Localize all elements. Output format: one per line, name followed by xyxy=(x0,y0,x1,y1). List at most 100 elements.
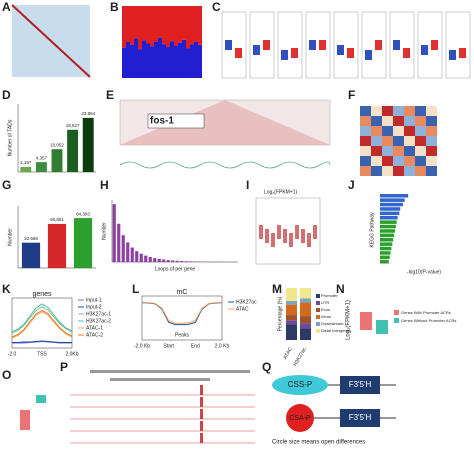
bar-top xyxy=(198,6,202,45)
bar xyxy=(154,42,158,78)
box xyxy=(337,45,344,55)
y-label: KEGG Pathway xyxy=(369,212,375,248)
box xyxy=(281,50,288,60)
value-label: 32,668 xyxy=(24,236,38,241)
box xyxy=(347,48,354,58)
bar-segment xyxy=(300,302,311,317)
bar-top xyxy=(130,6,134,45)
box xyxy=(421,45,428,55)
cell xyxy=(371,116,382,126)
node-label: CSS-P xyxy=(288,380,312,389)
plot-frame xyxy=(141,295,223,341)
bar xyxy=(162,44,166,78)
bar xyxy=(380,242,393,246)
bar xyxy=(380,224,396,229)
bar-top xyxy=(190,6,194,45)
bar xyxy=(130,247,134,262)
bar xyxy=(380,211,400,216)
x-tick-label: -2.0 xyxy=(8,351,17,357)
value-label: 23,864 xyxy=(81,111,95,116)
cell xyxy=(415,126,426,136)
legend-swatch xyxy=(394,310,399,315)
cell xyxy=(382,126,393,136)
panel-letter: I xyxy=(246,178,249,192)
panel-title: genes xyxy=(32,291,52,298)
bar-segment xyxy=(286,304,297,316)
legend-label: H3K27ac-1 xyxy=(86,311,111,317)
box xyxy=(20,410,30,430)
cell xyxy=(404,136,415,146)
legend-label: Input-1 xyxy=(86,297,102,303)
panel-letter: J xyxy=(348,178,355,192)
box xyxy=(365,50,372,60)
cell xyxy=(360,126,371,136)
bar xyxy=(380,216,398,220)
legend-label: Exon xyxy=(321,307,330,312)
bar xyxy=(380,198,405,202)
bar xyxy=(121,235,125,262)
region-label: Peaks xyxy=(175,332,189,338)
box xyxy=(277,225,281,239)
value-label: 2,197 xyxy=(20,160,32,165)
cell xyxy=(382,166,393,176)
value-label: 64,393 xyxy=(76,211,90,216)
node-label: F3'5'H xyxy=(349,380,372,389)
legend-label: ATAC-1 xyxy=(86,325,103,331)
cell xyxy=(415,146,426,156)
node xyxy=(286,404,314,432)
cell xyxy=(404,126,415,136)
box xyxy=(449,50,456,60)
bar-top xyxy=(194,6,198,42)
value-label: 56,861 xyxy=(50,217,64,222)
cell xyxy=(415,116,426,126)
cell xyxy=(360,106,371,116)
line xyxy=(12,340,72,343)
cell xyxy=(371,156,382,166)
box xyxy=(295,225,299,239)
bar xyxy=(174,45,178,78)
x-tick-label: -2.0 Kb xyxy=(134,343,150,349)
plot-frame xyxy=(333,11,359,79)
panel-letter: P xyxy=(60,360,68,374)
bar xyxy=(144,255,148,262)
bar-segment xyxy=(300,323,311,329)
box xyxy=(431,40,438,50)
bar-segment xyxy=(300,298,311,303)
panel-letter: F xyxy=(348,88,355,102)
value-label: 4,357 xyxy=(36,155,48,160)
x-tick-label: End xyxy=(191,343,200,349)
legend-swatch xyxy=(316,322,320,326)
legend-swatch xyxy=(316,329,320,333)
box xyxy=(235,48,242,58)
panel-letter: C xyxy=(212,0,221,14)
panel-letter: H xyxy=(100,178,109,192)
bar-segment xyxy=(300,328,311,340)
bar xyxy=(380,229,395,233)
bar xyxy=(380,207,401,211)
bar-segment xyxy=(300,288,311,299)
y-label: Number xyxy=(101,222,107,240)
cell xyxy=(371,126,382,136)
box xyxy=(307,233,311,247)
bar-top xyxy=(186,6,190,49)
bar-top xyxy=(158,6,162,38)
cell xyxy=(426,116,437,126)
bar xyxy=(117,223,121,262)
bar-top xyxy=(150,6,154,47)
line xyxy=(11,306,73,334)
cell xyxy=(360,156,371,166)
bar xyxy=(146,43,150,78)
bar xyxy=(170,41,174,78)
bar xyxy=(139,253,143,262)
bar-segment xyxy=(286,315,297,321)
bar xyxy=(380,233,395,238)
cell xyxy=(382,146,393,156)
legend-label: H3K27ac xyxy=(236,299,257,305)
bar xyxy=(380,220,397,224)
y-label: Log₂(FPKM+1) xyxy=(346,300,352,340)
x-tick-label: ATAC xyxy=(282,346,294,360)
cell xyxy=(393,146,404,156)
panel-letter: D xyxy=(2,88,11,102)
bar-top xyxy=(154,6,158,42)
cell xyxy=(382,106,393,116)
